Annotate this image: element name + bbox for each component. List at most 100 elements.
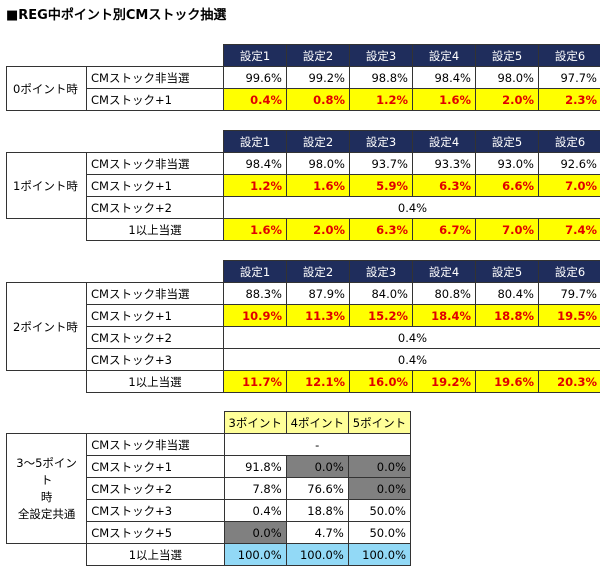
header-setting-3: 設定3 — [349, 260, 413, 283]
cell: 97.7% — [538, 66, 600, 89]
header-setting-2: 設定2 — [286, 130, 350, 153]
merged-cell: 0.4% — [223, 196, 600, 219]
table-row: CMストック+1 10.9% 11.3% 15.2% 18.4% 18.8% 1… — [7, 304, 600, 327]
cell: 84.0% — [349, 282, 413, 305]
header-setting-4: 設定4 — [412, 130, 476, 153]
table-row: CMストック+2 0.4% — [7, 196, 600, 219]
row-group-label: 1ポイント時 — [6, 152, 87, 219]
header-setting-1: 設定1 — [223, 130, 287, 153]
cell: 100.0% — [347, 543, 412, 566]
row-label: 1以上当選 — [86, 370, 224, 393]
cell: 6.6% — [475, 174, 539, 197]
cell: 0.4% — [223, 499, 287, 522]
header-3-points: 3ポイント — [223, 411, 287, 434]
page-title: ■REG中ポイント別CMストック抽選 — [6, 8, 227, 23]
header-row: 3ポイント 4ポイント 5ポイント — [7, 411, 412, 434]
cell: 98.0% — [286, 152, 350, 175]
header-setting-2: 設定2 — [286, 260, 350, 283]
row-group-label: 2ポイント時 — [6, 282, 87, 371]
cell: 2.3% — [538, 88, 600, 111]
table-row: 1以上当選 11.7% 12.1% 16.0% 19.2% 19.6% 20.3… — [7, 370, 600, 393]
cell: 98.8% — [349, 66, 413, 89]
table-row: CMストック+5 0.0% 4.7% 50.0% — [7, 521, 412, 544]
row-label: CMストック非当選 — [86, 152, 224, 175]
cell: 16.0% — [349, 370, 413, 393]
row-group-label-line: 全設定共通 — [17, 506, 76, 521]
cell: 11.3% — [286, 304, 350, 327]
cell: 79.7% — [538, 282, 600, 305]
cell: 0.4% — [223, 88, 287, 111]
header-4-points: 4ポイント — [285, 411, 349, 434]
header-setting-2: 設定2 — [286, 44, 350, 67]
cell: 18.4% — [412, 304, 476, 327]
cell: 6.3% — [412, 174, 476, 197]
cell: 5.9% — [349, 174, 413, 197]
header-setting-5: 設定5 — [475, 130, 539, 153]
cell: 18.8% — [475, 304, 539, 327]
cell: 50.0% — [347, 521, 412, 544]
cell: 15.2% — [349, 304, 413, 327]
cell: 0.0% — [347, 455, 412, 478]
header-row: 設定1 設定2 設定3 設定4 設定5 設定6 — [7, 260, 600, 283]
header-row: 設定1 設定2 設定3 設定4 設定5 設定6 — [7, 44, 600, 67]
cell: 93.7% — [349, 152, 413, 175]
cell: 99.6% — [223, 66, 287, 89]
row-label: CMストック+1 — [86, 174, 224, 197]
cell: 100.0% — [223, 543, 287, 566]
header-setting-6: 設定6 — [538, 44, 600, 67]
cell: 0.8% — [286, 88, 350, 111]
cell: 93.3% — [412, 152, 476, 175]
cell: 7.4% — [538, 218, 600, 241]
row-group-label-line: 3～5ポイント — [16, 455, 77, 487]
cell: 19.6% — [475, 370, 539, 393]
row-label: CMストック+2 — [86, 326, 224, 349]
cell: 1.2% — [223, 174, 287, 197]
header-setting-1: 設定1 — [223, 44, 287, 67]
table-row: 1ポイント時 CMストック非当選 98.4% 98.0% 93.7% 93.3%… — [6, 152, 600, 219]
cell: 93.0% — [475, 152, 539, 175]
header-setting-1: 設定1 — [223, 260, 287, 283]
cell: 2.0% — [475, 88, 539, 111]
table-row: CMストック+1 1.2% 1.6% 5.9% 6.3% 6.6% 7.0% — [7, 174, 600, 197]
row-group-label-line: 時 — [40, 489, 53, 504]
cell: 1.6% — [223, 218, 287, 241]
cell: 91.8% — [223, 455, 287, 478]
row-label: CMストック非当選 — [86, 282, 224, 305]
row-label: CMストック非当選 — [86, 433, 225, 456]
cell: 6.3% — [349, 218, 413, 241]
table-row: CMストック+1 91.8% 0.0% 0.0% — [7, 455, 412, 478]
cell: 98.4% — [223, 152, 287, 175]
row-label: CMストック+1 — [86, 304, 224, 327]
merged-cell: 0.4% — [223, 326, 600, 349]
cell: 1.6% — [286, 174, 350, 197]
table-row: 1以上当選 1.6% 2.0% 6.3% 6.7% 7.0% 7.4% — [7, 218, 600, 241]
header-setting-5: 設定5 — [475, 44, 539, 67]
merged-cell: 0.4% — [223, 348, 600, 371]
cell: 76.6% — [285, 477, 349, 500]
cell: 0.0% — [285, 455, 349, 478]
cell: 80.4% — [475, 282, 539, 305]
cell: 50.0% — [347, 499, 412, 522]
row-label: CMストック+2 — [86, 196, 224, 219]
cell: 1.2% — [349, 88, 413, 111]
row-label: CMストック+2 — [86, 477, 225, 500]
cell: 7.0% — [475, 218, 539, 241]
table-row: CMストック+1 0.4% 0.8% 1.2% 1.6% 2.0% 2.3% — [7, 88, 600, 111]
table-3-5-points: 3ポイント 4ポイント 5ポイント 3～5ポイント 時 全設定共通 CMストック… — [5, 411, 412, 566]
cell: 7.0% — [538, 174, 600, 197]
cell: 87.9% — [286, 282, 350, 305]
cell: 2.0% — [286, 218, 350, 241]
header-setting-5: 設定5 — [475, 260, 539, 283]
table-row: 2ポイント時 CMストック非当選 88.3% 87.9% 84.0% 80.8%… — [6, 282, 600, 371]
cell: 4.7% — [285, 521, 349, 544]
row-group-label: 3～5ポイント 時 全設定共通 — [5, 433, 88, 544]
cell: 18.8% — [285, 499, 349, 522]
row-group-label: 0ポイント時 — [6, 66, 87, 111]
table-row: 0ポイント時 CMストック非当選 99.6% 99.2% 98.8% 98.4%… — [6, 66, 600, 111]
cell: 12.1% — [286, 370, 350, 393]
header-setting-6: 設定6 — [538, 260, 600, 283]
header-row: 設定1 設定2 設定3 設定4 設定5 設定6 — [7, 130, 600, 153]
cell: 19.2% — [412, 370, 476, 393]
cell: 19.5% — [538, 304, 600, 327]
cell: 11.7% — [223, 370, 287, 393]
